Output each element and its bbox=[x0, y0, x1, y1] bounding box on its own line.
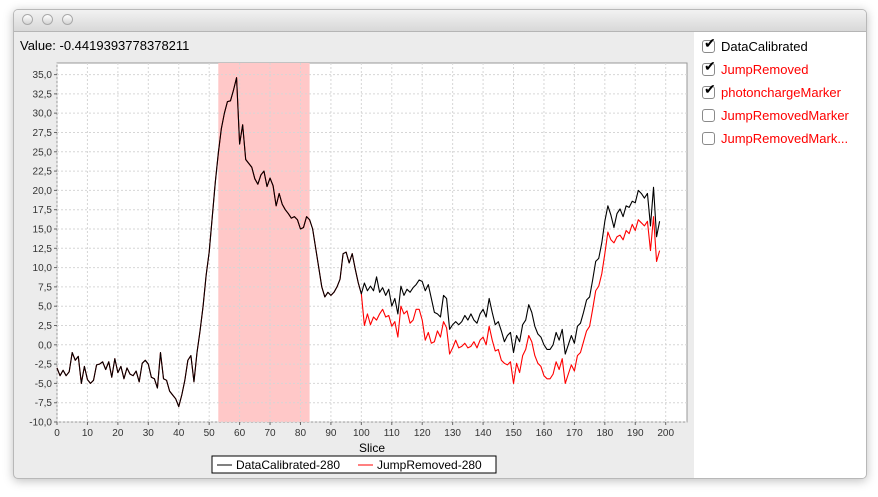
x-tick-label: 50 bbox=[204, 428, 216, 439]
legend-label-jumpremoved: JumpRemoved-280 bbox=[377, 458, 482, 472]
y-tick-label: 20,0 bbox=[33, 186, 53, 197]
y-tick-label: 32,5 bbox=[33, 89, 53, 100]
toggle-datacalibrated[interactable]: ✔ DataCalibrated bbox=[702, 34, 808, 55]
checkbox-jumpremovedmarker[interactable] bbox=[702, 108, 715, 122]
y-tick-label: 27,5 bbox=[33, 128, 53, 139]
grid-lines bbox=[56, 63, 687, 423]
x-tick-label: 160 bbox=[536, 428, 553, 439]
y-tick-label: -7,5 bbox=[35, 398, 53, 409]
x-tick-label: 90 bbox=[325, 428, 337, 439]
photoncharge-marker-band bbox=[218, 63, 310, 422]
toggle-jumpremovedmarker-2[interactable]: JumpRemovedMark... bbox=[702, 129, 848, 147]
x-tick-label: 120 bbox=[414, 428, 431, 439]
x-tick-label: 200 bbox=[657, 428, 674, 439]
close-button[interactable] bbox=[22, 14, 33, 25]
x-tick-label: 30 bbox=[143, 428, 155, 439]
x-tick-label: 190 bbox=[627, 428, 644, 439]
y-tick-label: -10,0 bbox=[29, 418, 52, 429]
checkbox-jumpremoved[interactable]: ✔ bbox=[702, 57, 716, 76]
toggle-jumpremovedmarker[interactable]: JumpRemovedMarker bbox=[702, 106, 849, 124]
x-tick-label: 60 bbox=[234, 428, 246, 439]
x-tick-label: 0 bbox=[54, 428, 60, 439]
x-tick-label: 20 bbox=[112, 428, 124, 439]
toggle-label-photonchargemarker: photonchargeMarker bbox=[721, 84, 841, 100]
title-bar bbox=[14, 10, 866, 32]
y-tick-label: 12,5 bbox=[33, 244, 53, 255]
series-line-datacalibrated-280 bbox=[56, 77, 661, 408]
x-tick-label: 70 bbox=[264, 428, 276, 439]
y-tick-label: 15,0 bbox=[33, 224, 53, 235]
y-tick-label: 7,5 bbox=[38, 282, 52, 293]
series-lines bbox=[56, 77, 661, 408]
x-tick-label: 110 bbox=[384, 428, 400, 439]
toggle-label-datacalibrated: DataCalibrated bbox=[721, 38, 808, 54]
zoom-button[interactable] bbox=[62, 14, 73, 25]
y-tick-label: 22,5 bbox=[33, 167, 53, 178]
y-tick-label: 17,5 bbox=[33, 205, 53, 216]
x-tick-label: 40 bbox=[173, 428, 185, 439]
x-tick-label: 130 bbox=[444, 428, 461, 439]
toggle-label-jumpremoved: JumpRemoved bbox=[721, 61, 809, 77]
y-tick-label: 0,0 bbox=[38, 340, 52, 351]
y-tick-label: -2,5 bbox=[35, 360, 53, 371]
y-tick-label: 5,0 bbox=[38, 302, 52, 313]
x-tick-label: 150 bbox=[505, 428, 522, 439]
toggle-jumpremoved[interactable]: ✔ JumpRemoved bbox=[702, 57, 809, 78]
value-readout: Value: -0.4419393778378211 bbox=[20, 38, 190, 53]
x-tick-label: 80 bbox=[295, 428, 307, 439]
checkbox-jumpremovedmarker-2[interactable] bbox=[702, 131, 715, 145]
minimize-button[interactable] bbox=[42, 14, 53, 25]
y-axis: -10,0 -7,5 -5,0 -2,5 0,0 2,5 5,0 7,5 10,0 12,5 15,… bbox=[29, 70, 57, 429]
toggle-photonchargemarker[interactable]: ✔ photonchargeMarker bbox=[702, 80, 841, 101]
x-tick-label: 10 bbox=[82, 428, 94, 439]
checkbox-datacalibrated[interactable]: ✔ bbox=[702, 34, 716, 53]
toggle-label-jumpremovedmarker-2: JumpRemovedMark... bbox=[721, 130, 849, 146]
plot-area bbox=[56, 62, 688, 423]
x-tick-label: 170 bbox=[566, 428, 583, 439]
app-window: Value: -0.4419393778378211 -10,0 -7,5 -5,0… bbox=[13, 9, 867, 479]
x-tick-label: 180 bbox=[596, 428, 613, 439]
x-axis-label: Slice bbox=[359, 441, 385, 455]
line-chart[interactable]: -10,0 -7,5 -5,0 -2,5 0,0 2,5 5,0 7,5 10,0 12,5 15,… bbox=[14, 32, 694, 478]
chart-legend bbox=[211, 455, 497, 474]
y-tick-label: 2,5 bbox=[38, 321, 52, 332]
series-toggle-panel: ✔ DataCalibrated ✔ JumpRemoved ✔ photonc… bbox=[694, 32, 866, 478]
x-axis: 0 10 20 30 40 50 60 70 80 90 100 110 120 130 140 150 160… bbox=[54, 422, 674, 439]
y-tick-label: -5,0 bbox=[35, 379, 53, 390]
y-tick-label: 30,0 bbox=[33, 109, 53, 120]
legend-label-datacalibrated: DataCalibrated-280 bbox=[236, 458, 340, 472]
y-tick-label: 25,0 bbox=[33, 147, 53, 158]
toggle-label-jumpremovedmarker: JumpRemovedMarker bbox=[721, 107, 849, 123]
x-tick-label: 100 bbox=[353, 428, 370, 439]
y-tick-label: 10,0 bbox=[33, 263, 53, 274]
x-tick-label: 140 bbox=[475, 428, 492, 439]
checkbox-photonchargemarker[interactable]: ✔ bbox=[702, 80, 716, 99]
y-tick-label: 35,0 bbox=[33, 70, 53, 81]
